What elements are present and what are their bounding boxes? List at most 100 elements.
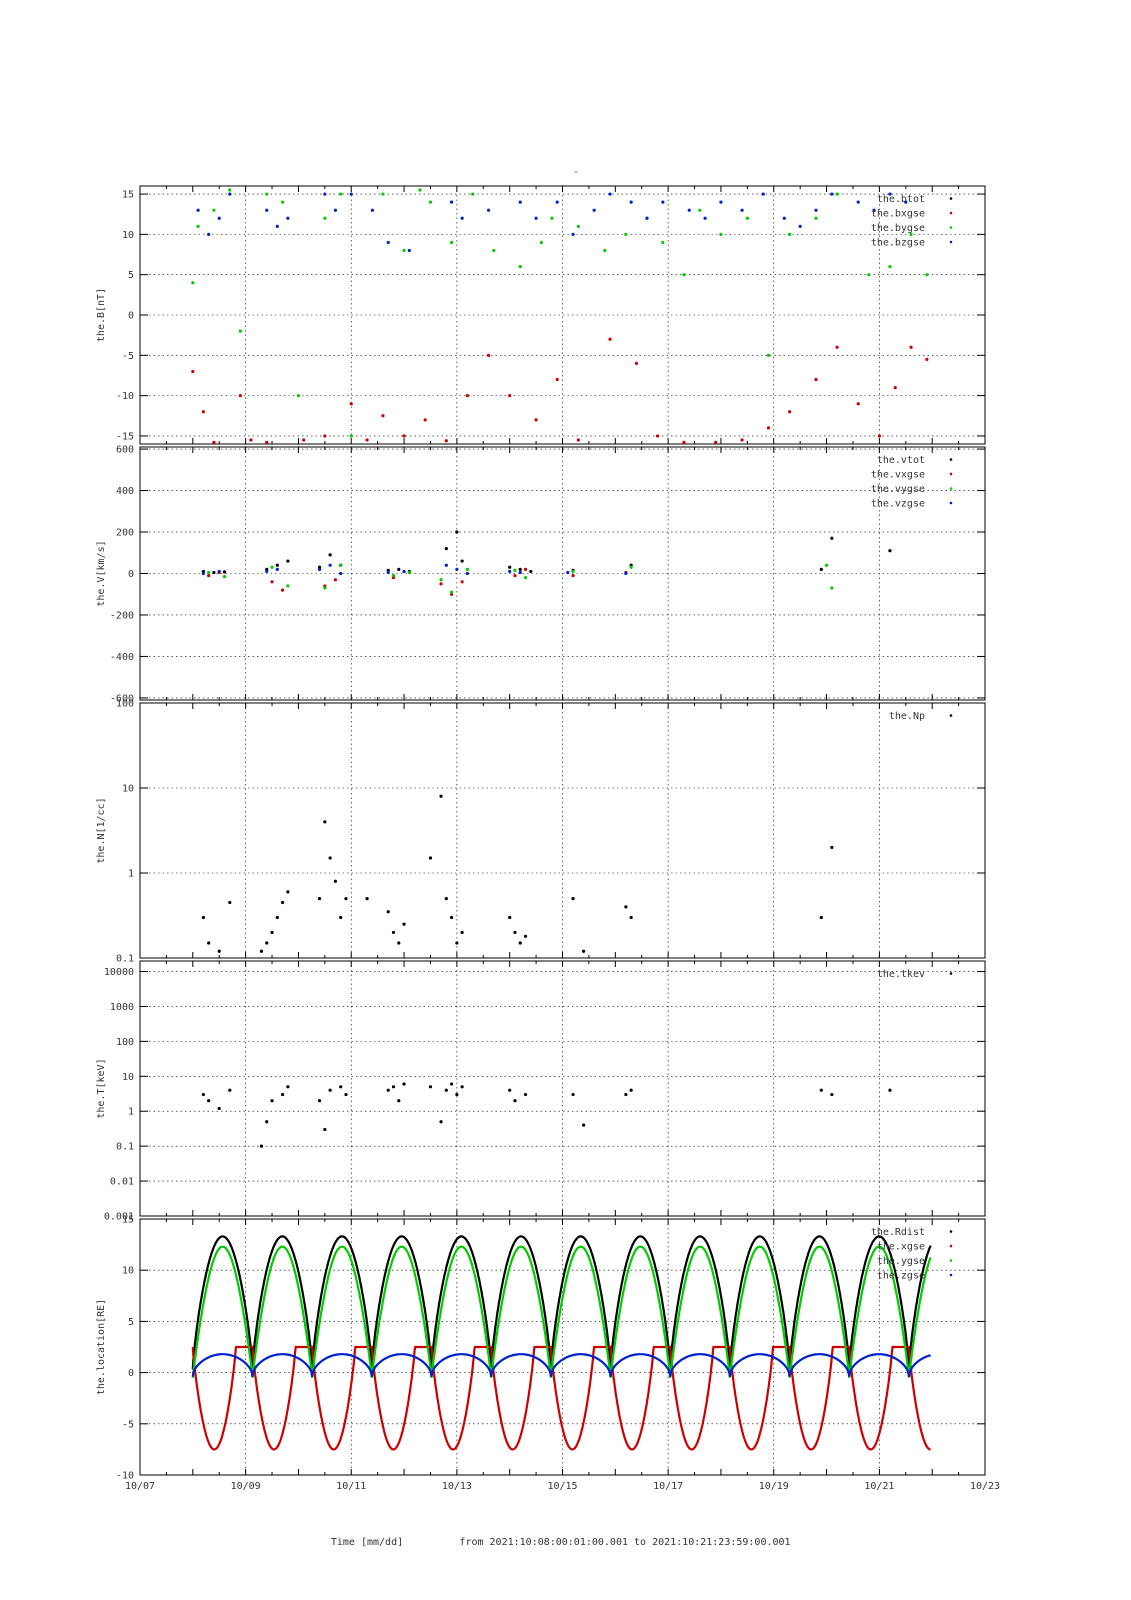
data-point — [518, 265, 522, 269]
data-point — [629, 565, 633, 569]
data-point — [719, 232, 723, 236]
series-line-the.ygse — [191, 1245, 932, 1378]
data-point — [444, 896, 448, 901]
data-point — [449, 590, 454, 594]
data-point — [201, 1092, 205, 1097]
panels: -15-10-5051015the.B[nT]the.btotthe.bxgse… — [96, 185, 986, 1482]
data-point — [286, 890, 290, 894]
data-point — [201, 915, 205, 920]
data-point — [518, 567, 522, 571]
data-point — [407, 248, 411, 253]
data-point — [523, 1092, 528, 1097]
data-point — [703, 216, 707, 220]
data-point — [460, 930, 464, 935]
data-point — [888, 265, 892, 269]
legend-label: the.Np — [889, 711, 925, 722]
data-point — [835, 345, 839, 349]
legend-marker — [949, 714, 953, 717]
legend-label: the.xgse — [877, 1242, 925, 1253]
panel-frame — [139, 1218, 986, 1476]
y-tick-label: 10 — [122, 1266, 134, 1277]
data-point — [682, 273, 686, 277]
y-tick-label: 0.1 — [116, 954, 134, 965]
data-point — [566, 570, 570, 575]
legend-label: the.bxgse — [871, 209, 925, 220]
data-point — [275, 224, 279, 228]
data-point — [523, 934, 528, 938]
data-point — [814, 208, 818, 212]
series-the.vtot — [201, 530, 892, 575]
data-point — [888, 549, 892, 553]
legend-label: the.Rdist — [871, 1227, 925, 1238]
data-point — [582, 949, 586, 953]
data-point — [904, 200, 908, 204]
data-point — [872, 208, 876, 212]
data-point — [259, 949, 264, 953]
data-point — [201, 410, 205, 414]
data-point — [555, 377, 559, 382]
series-the.vzgse — [201, 563, 628, 576]
data-point — [302, 438, 306, 442]
data-point — [238, 329, 242, 333]
y-tick-label: -400 — [110, 652, 134, 663]
data-point — [819, 915, 823, 920]
legend-label: the.vxgse — [871, 470, 925, 481]
series-the.bxgse — [191, 337, 929, 444]
series-the.vygse — [207, 563, 834, 594]
data-point — [397, 1099, 401, 1103]
data-point — [323, 434, 327, 438]
series-the.vxgse — [207, 567, 628, 596]
series-the.Np — [201, 794, 834, 953]
data-point — [629, 1088, 633, 1092]
x-tick-label: 10/23 — [970, 1481, 1000, 1492]
data-point — [455, 941, 459, 945]
data-point — [645, 216, 649, 220]
series-the.bygse — [191, 188, 929, 438]
data-point — [455, 1092, 459, 1097]
y-tick-label: -600 — [110, 693, 134, 704]
data-layer — [201, 530, 892, 596]
panel-frame — [139, 960, 986, 1217]
data-point — [698, 208, 702, 212]
data-point — [745, 216, 749, 220]
data-point — [508, 565, 512, 569]
data-point — [492, 248, 496, 253]
data-point — [397, 567, 401, 571]
data-point — [386, 1088, 390, 1092]
data-point — [603, 248, 607, 253]
legend-label: the.vtot — [877, 455, 925, 466]
data-point — [317, 896, 322, 901]
series-line-the.xgse — [191, 1345, 931, 1451]
data-point — [423, 418, 427, 422]
data-point — [275, 563, 279, 567]
data-point — [571, 232, 575, 236]
data-point — [486, 208, 491, 212]
data-point — [328, 563, 332, 567]
data-point — [370, 208, 374, 212]
data-point — [228, 900, 232, 905]
data-point — [465, 571, 470, 576]
data-point — [323, 820, 327, 824]
x-tick-label: 10/21 — [864, 1481, 894, 1492]
data-point — [270, 930, 274, 935]
data-point — [513, 1099, 517, 1103]
data-point — [661, 240, 665, 245]
data-point — [830, 192, 834, 196]
y-tick-label: 0 — [128, 569, 134, 580]
legend-label: the.btot — [877, 194, 925, 205]
y-tick-label: 0.001 — [104, 1212, 134, 1223]
data-point — [661, 200, 665, 204]
data-point — [339, 571, 343, 576]
y-tick-label: 0 — [128, 1368, 134, 1379]
data-point — [582, 1123, 586, 1127]
data-point — [824, 563, 829, 567]
data-point — [444, 1088, 448, 1092]
data-point — [365, 438, 369, 442]
data-point — [455, 530, 459, 534]
data-point — [835, 192, 839, 196]
data-point — [608, 192, 612, 196]
data-point — [402, 569, 406, 574]
data-point — [201, 571, 205, 576]
y-tick-label: 200 — [116, 528, 134, 539]
x-tick-label: 10/07 — [125, 1481, 155, 1492]
